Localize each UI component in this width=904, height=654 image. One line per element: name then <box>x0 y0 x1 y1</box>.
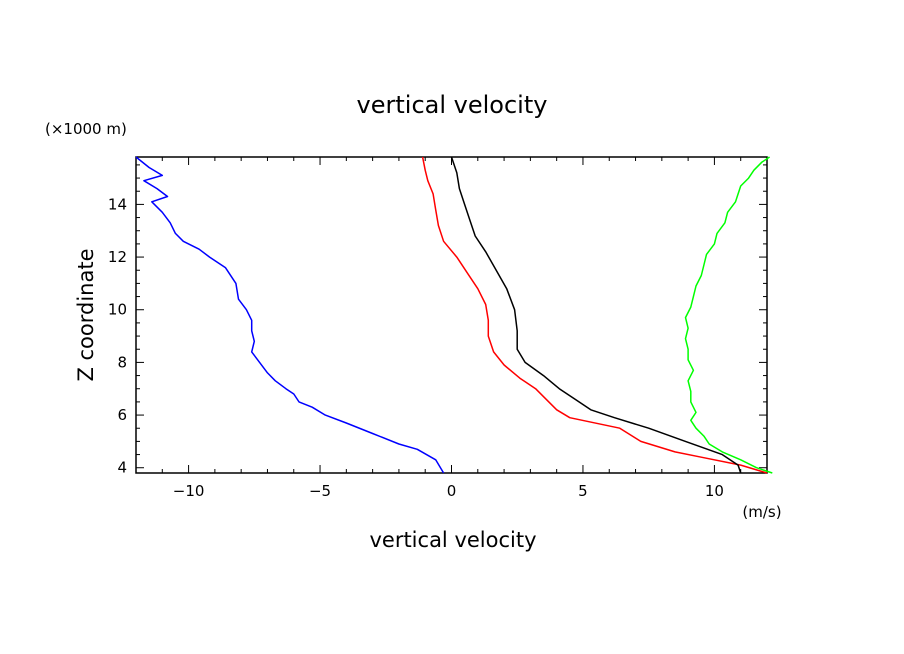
y-tick-label: 4 <box>117 459 127 477</box>
x-tick-label: 10 <box>705 482 724 500</box>
x-tick-label: −10 <box>173 482 205 500</box>
plot-frame <box>135 156 768 474</box>
chart-title: vertical velocity <box>357 91 548 119</box>
y-tick-label: 10 <box>108 301 127 319</box>
y-tick-label: 12 <box>108 248 127 266</box>
y-axis-label: Z coordinate <box>74 248 98 381</box>
x-tick-label: 5 <box>578 482 588 500</box>
y-tick-label: 8 <box>117 353 127 371</box>
x-tick-label: −5 <box>309 482 331 500</box>
x-tick-label: 0 <box>447 482 457 500</box>
plot-area: −10 −5 0 5 10 4 6 8 10 12 14 <box>108 156 773 500</box>
x-unit-label: (m/s) <box>742 503 781 521</box>
series-line-red <box>421 156 768 474</box>
y-tick-label: 14 <box>108 195 127 213</box>
series-line-blue <box>135 156 445 474</box>
series-line-green <box>684 156 773 474</box>
y-tick-label: 6 <box>117 406 127 424</box>
series-line-black <box>450 156 742 474</box>
y-unit-label: (×1000 m) <box>45 120 127 138</box>
x-axis-label: vertical velocity <box>369 528 536 552</box>
